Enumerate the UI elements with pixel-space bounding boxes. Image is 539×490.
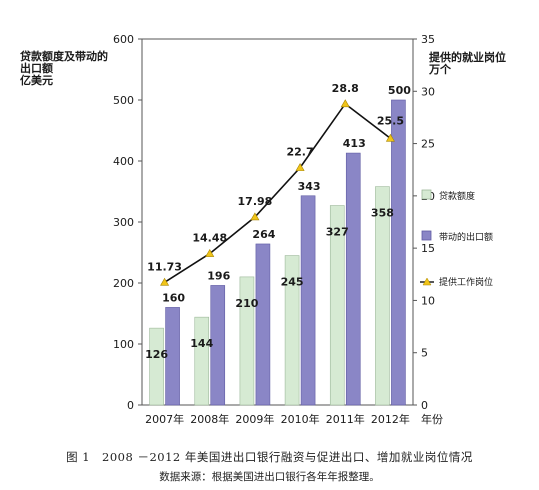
bar-export — [165, 307, 180, 406]
bar-loan — [194, 316, 210, 406]
left-tick-label: 400 — [113, 155, 134, 168]
bar-loan — [375, 186, 390, 406]
bar-loan — [149, 327, 164, 406]
legend-swatch — [421, 230, 432, 241]
bar-export — [345, 152, 361, 406]
left-tick-label: 200 — [113, 277, 134, 290]
jobs-value: 22.7 — [287, 146, 314, 159]
x-tick-label: 2009年 — [235, 412, 274, 426]
left-axis-label: 贷款额度及带动的 — [20, 49, 108, 63]
legend-swatch — [421, 189, 432, 200]
left-tick-label: 600 — [113, 33, 134, 46]
jobs-value: 25.5 — [377, 114, 404, 127]
x-tick-label: 2007年 — [145, 412, 184, 426]
x-axis-label: 年份 — [421, 412, 443, 426]
left-tick-label: 0 — [127, 399, 134, 412]
right-tick-label: 35 — [421, 33, 435, 46]
legend-label: 提供工作岗位 — [439, 276, 493, 288]
left-axis-label: 出口额 — [20, 61, 53, 75]
bar-export-value: 413 — [343, 137, 366, 150]
right-axis-label: 万个 — [428, 62, 452, 76]
plot-area: 010020030040050060005101520253035贷款额度及带动… — [20, 33, 506, 426]
chart: 010020030040050060005101520253035贷款额度及带动… — [20, 33, 506, 426]
bar-loan-value: 210 — [235, 297, 258, 310]
jobs-value: 28.8 — [332, 82, 359, 95]
bar-export-value: 343 — [298, 180, 321, 193]
jobs-marker — [160, 277, 170, 286]
x-tick-label: 2012年 — [371, 412, 410, 426]
right-tick-label: 5 — [421, 347, 428, 360]
bar-export-value: 196 — [207, 269, 230, 282]
x-tick-label: 2011年 — [326, 412, 365, 426]
bar-loan — [239, 276, 255, 406]
jobs-marker — [205, 248, 215, 257]
plot-frame — [141, 38, 414, 406]
right-tick-label: 10 — [421, 294, 435, 307]
bar-export — [300, 195, 316, 406]
bar-loan-value: 144 — [190, 337, 213, 350]
bar-export — [255, 243, 271, 406]
right-axis-label: 提供的就业岗位 — [429, 50, 506, 64]
bar-loan-value: 245 — [281, 276, 304, 289]
jobs-marker — [340, 99, 350, 108]
bar-loan — [284, 255, 300, 406]
jobs-marker — [295, 163, 305, 171]
bar-loan-value: 327 — [326, 226, 349, 239]
bar-export — [391, 99, 406, 406]
jobs-line — [164, 102, 391, 284]
bar-export-value: 160 — [162, 291, 185, 304]
bar-export-value: 264 — [252, 228, 275, 241]
bar-loan-value: 126 — [145, 348, 168, 361]
left-axis-label: 亿美元 — [20, 73, 53, 87]
jobs-marker — [250, 212, 260, 221]
bar-loan-value: 358 — [371, 207, 394, 220]
jobs-value: 17.98 — [238, 195, 273, 208]
x-tick-label: 2010年 — [281, 412, 320, 426]
right-tick-label: 15 — [421, 242, 435, 255]
jobs-marker — [385, 133, 395, 142]
legend-label: 带动的出口额 — [439, 231, 493, 243]
jobs-value: 11.73 — [147, 260, 182, 273]
legend-marker — [422, 277, 432, 286]
figure-caption: 图 1 2008 －2012 年美国进出口银行融资与促进出口、增加就业岗位情况 — [66, 450, 473, 464]
left-tick-label: 300 — [113, 216, 134, 229]
right-tick-label: 25 — [421, 138, 435, 151]
figure-source: 数据来源：根据美国进出口银行各年年报整理。 — [159, 471, 380, 483]
bar-loan — [329, 205, 345, 406]
x-tick-label: 2008年 — [190, 412, 229, 426]
left-tick-label: 100 — [113, 338, 134, 351]
right-tick-label: 0 — [421, 399, 428, 412]
jobs-value: 14.48 — [192, 232, 227, 245]
left-tick-label: 500 — [113, 94, 134, 107]
bar-export — [210, 285, 226, 406]
bar-export-value: 500 — [388, 84, 411, 97]
legend-label: 贷款额度 — [439, 190, 475, 202]
right-tick-label: 30 — [421, 85, 435, 98]
